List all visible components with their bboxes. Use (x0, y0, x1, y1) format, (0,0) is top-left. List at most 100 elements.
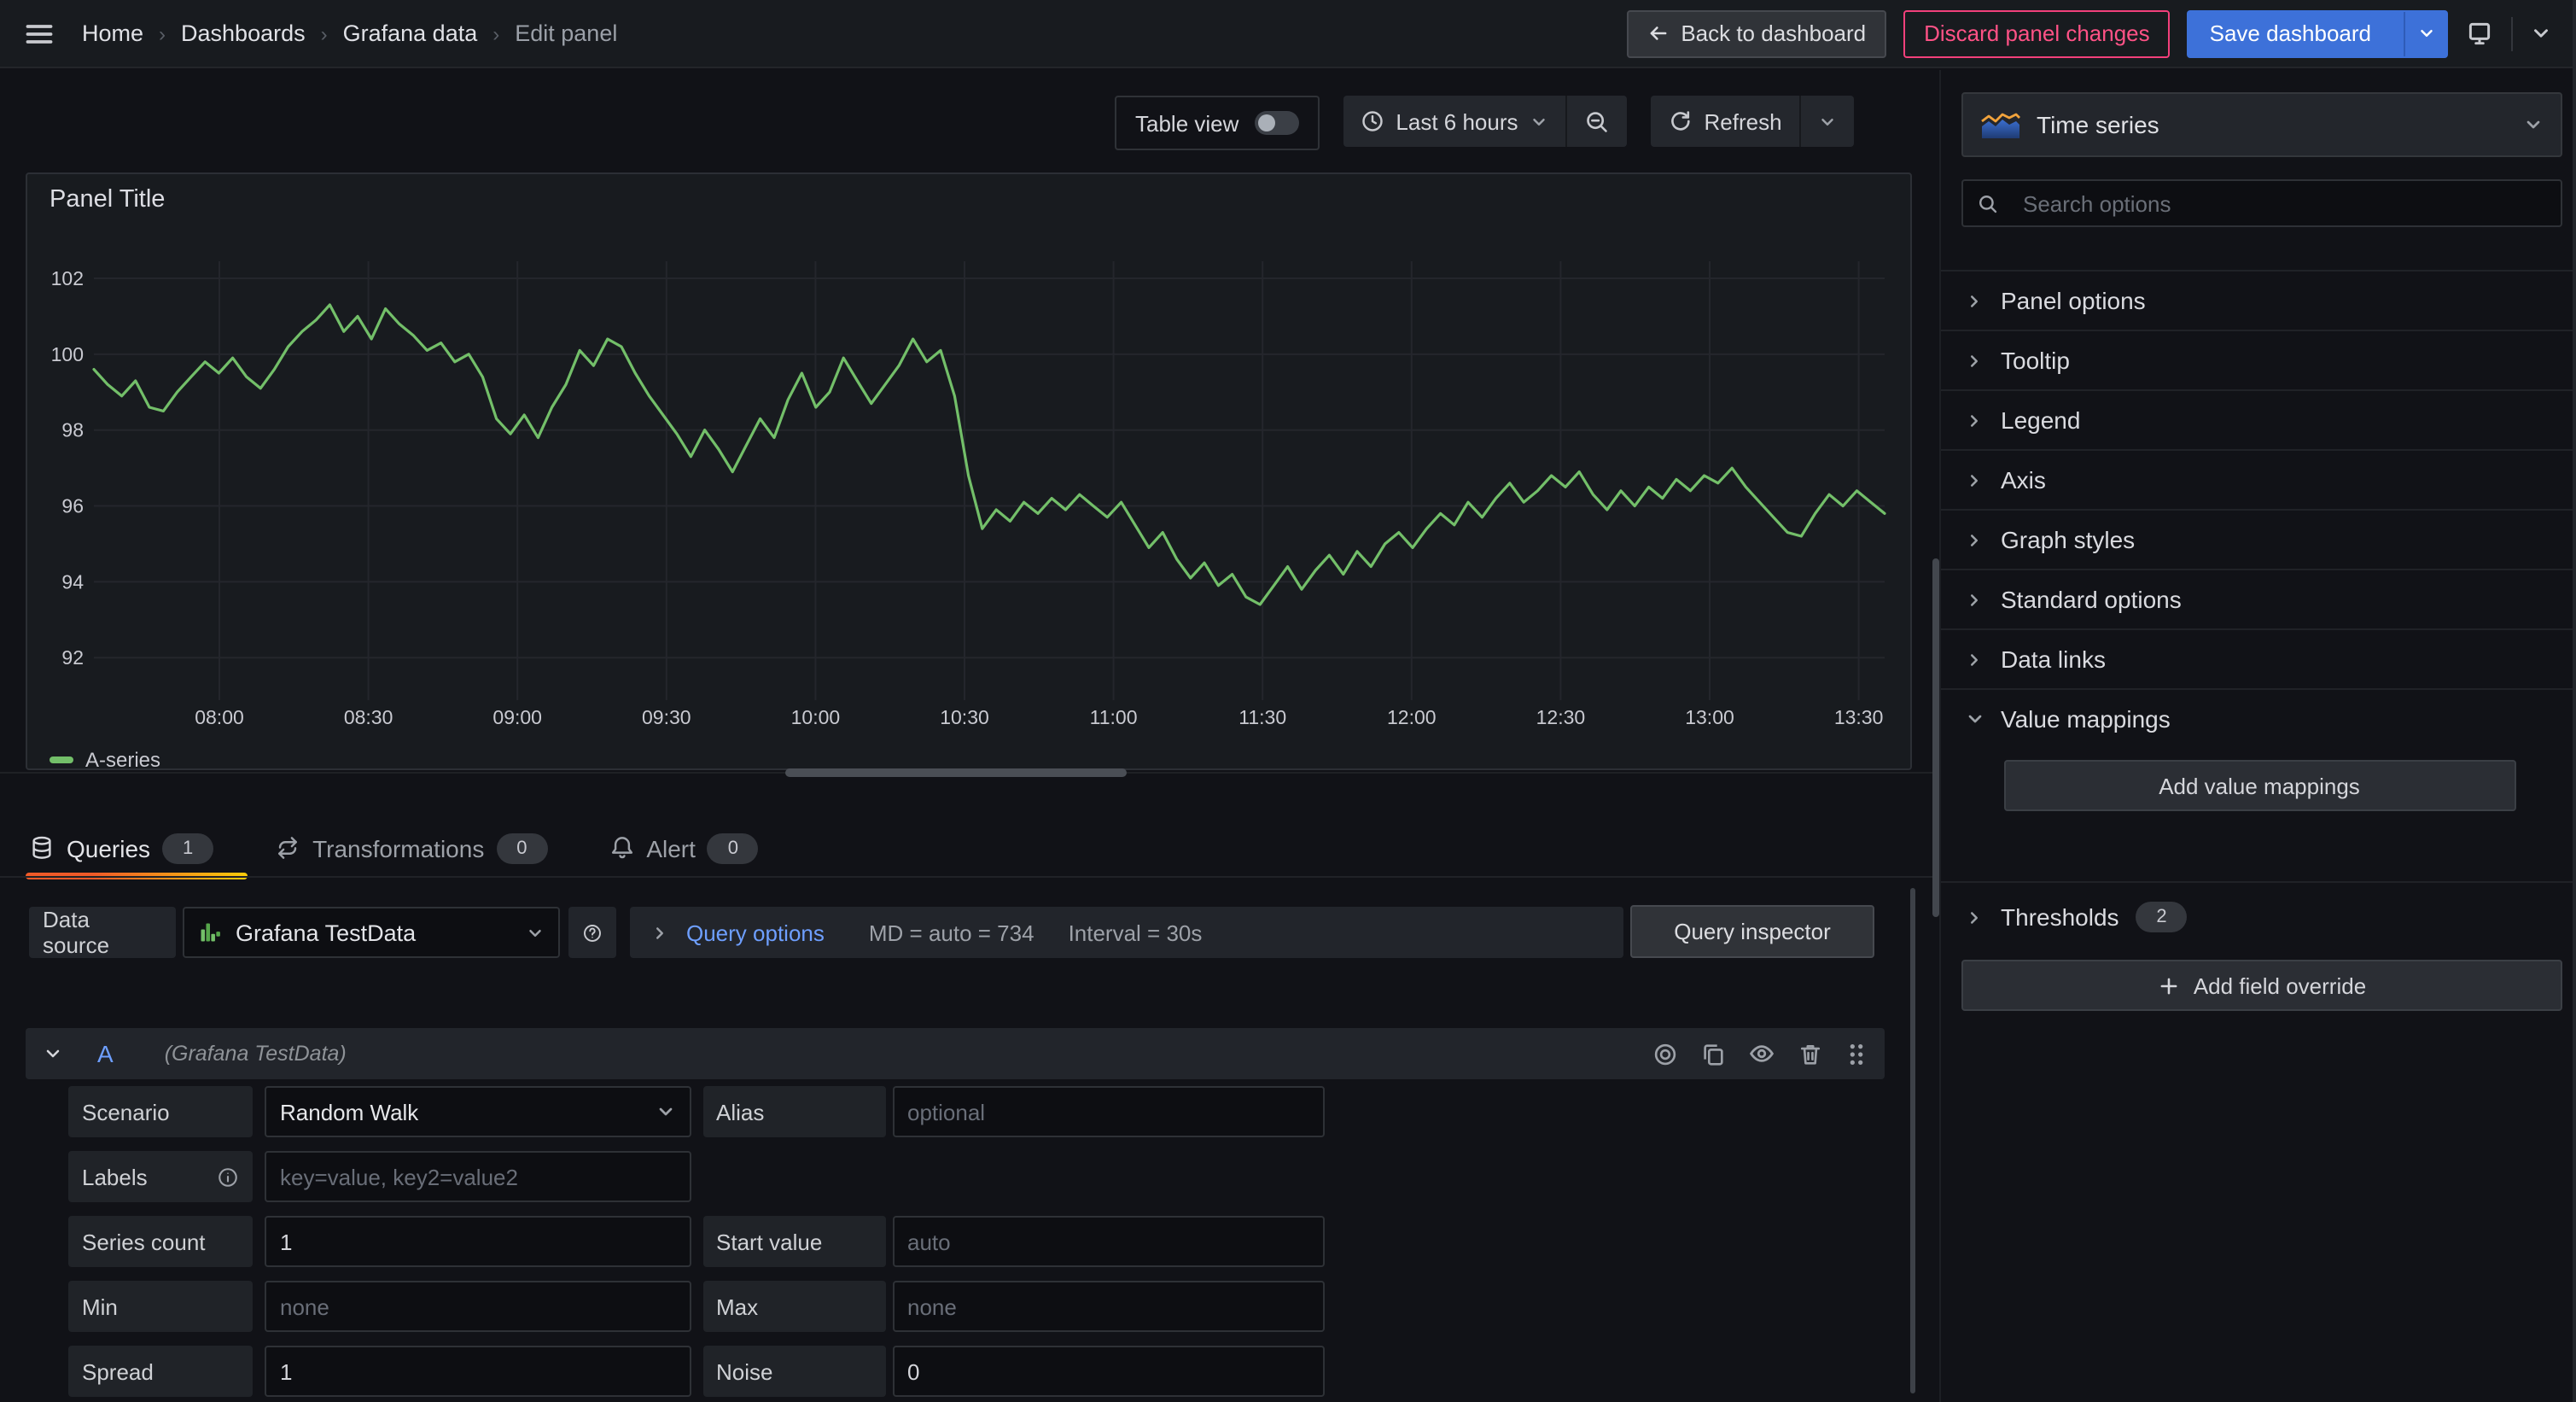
remove-query-trash-icon[interactable] (1798, 1041, 1823, 1066)
monitor-icon[interactable] (2465, 19, 2494, 48)
options-section-thresholds[interactable]: Thresholds2 (1941, 881, 2576, 951)
options-section-panel-options[interactable]: Panel options (1941, 270, 2576, 330)
tab-queries[interactable]: Queries1 (26, 820, 248, 876)
query-form: ScenarioRandom WalkAlias Labels Series cou… (68, 1086, 1366, 1402)
field-input-wrap (892, 1281, 1324, 1332)
time-range-picker[interactable]: Last 6 hours (1343, 96, 1565, 147)
tabs-bottom-border (0, 876, 1939, 878)
svg-text:09:30: 09:30 (642, 706, 691, 728)
field-input-max[interactable] (892, 1281, 1324, 1332)
options-search-input[interactable] (2019, 189, 2547, 218)
query-options-bar[interactable]: Query options MD = auto = 734 Interval =… (630, 907, 1623, 958)
field-label-text: Max (716, 1294, 758, 1319)
query-ref-id[interactable]: A (97, 1040, 114, 1067)
chevron-right-icon (1965, 530, 1985, 549)
svg-text:09:00: 09:00 (492, 706, 542, 728)
save-dashboard-button[interactable]: Save dashboard (2188, 9, 2448, 57)
options-section-tooltip[interactable]: Tooltip (1941, 330, 2576, 389)
zoom-out-time-button[interactable] (1566, 96, 1628, 147)
field-label-text: Spread (82, 1358, 154, 1384)
field-label-max: Max (702, 1281, 885, 1332)
field-label-text: Labels (82, 1164, 148, 1189)
breadcrumb-item-grafana-data[interactable]: Grafana data (343, 20, 478, 46)
options-sections: Panel optionsTooltipLegendAxisGraph styl… (1941, 270, 2576, 951)
field-input-min[interactable] (265, 1281, 691, 1332)
field-input-wrap (892, 1086, 1324, 1137)
top-nav: Home›Dashboards›Grafana data›Edit panel … (0, 0, 2576, 68)
refresh-label: Refresh (1705, 108, 1782, 134)
field-input-start-value[interactable] (892, 1216, 1324, 1267)
discard-panel-changes-button[interactable]: Discard panel changes (1903, 9, 2171, 57)
sidebar-scrollbar-thumb[interactable] (1932, 558, 1939, 917)
breadcrumb-item-dashboards[interactable]: Dashboards (181, 20, 306, 46)
options-section-standard-options[interactable]: Standard options (1941, 569, 2576, 628)
time-range-label: Last 6 hours (1396, 108, 1518, 134)
back-to-dashboard-label: Back to dashboard (1681, 20, 1866, 46)
bell-icon (609, 835, 634, 861)
field-input-spread[interactable] (265, 1346, 691, 1397)
queries-scrollbar-thumb[interactable] (1910, 888, 1915, 1393)
horizontal-scrollbar-thumb[interactable] (785, 768, 1127, 777)
query-datasource-hint: (Grafana TestData) (165, 1042, 347, 1066)
hamburger-menu-icon[interactable] (24, 18, 55, 49)
options-section-axis[interactable]: Axis (1941, 449, 2576, 509)
datasource-help-button[interactable] (568, 907, 616, 958)
refresh-interval-caret[interactable] (1799, 96, 1854, 147)
field-input-wrap (265, 1346, 691, 1397)
disable-query-icon[interactable] (1652, 1041, 1678, 1066)
save-dashboard-caret[interactable] (2404, 11, 2446, 55)
options-section-label: Standard options (2001, 586, 2182, 613)
query-inspector-button[interactable]: Query inspector (1630, 905, 1874, 958)
datasource-picker[interactable]: Grafana TestData (183, 907, 560, 958)
nav-actions: Back to dashboard Discard panel changes … (1626, 9, 2552, 57)
tab-alert[interactable]: Alert0 (605, 820, 793, 876)
svg-text:100: 100 (51, 343, 84, 365)
svg-text:08:30: 08:30 (344, 706, 393, 728)
field-input-wrap (265, 1151, 691, 1202)
process-icon (275, 835, 300, 861)
tab-transformations[interactable]: Transformations0 (271, 820, 581, 876)
table-view-toggle-group[interactable]: Table view (1115, 96, 1319, 150)
options-section-value-mappings[interactable]: Value mappings (1941, 688, 2576, 748)
query-form-row: MinMax (68, 1281, 1366, 1332)
refresh-button[interactable]: Refresh (1652, 96, 1799, 147)
add-field-override-button[interactable]: Add field override (1961, 960, 2562, 1011)
duplicate-query-icon[interactable] (1700, 1041, 1726, 1066)
options-section-legend[interactable]: Legend (1941, 389, 2576, 449)
chevron-right-icon (1965, 351, 1985, 370)
query-options-interval: Interval = 30s (1069, 920, 1203, 945)
field-label-text: Noise (716, 1358, 773, 1384)
query-form-row: Series count Start value (68, 1216, 1366, 1267)
options-section-graph-styles[interactable]: Graph styles (1941, 509, 2576, 569)
svg-text:12:00: 12:00 (1387, 706, 1437, 728)
breadcrumb: Home›Dashboards›Grafana data›Edit panel (82, 20, 617, 46)
options-section-data-links[interactable]: Data links (1941, 628, 2576, 688)
chevron-right-icon (1965, 291, 1985, 310)
table-view-toggle[interactable] (1254, 111, 1298, 135)
drag-query-handle-icon[interactable] (1845, 1041, 1868, 1066)
legend-item[interactable]: A-series (50, 748, 160, 772)
field-input-alias[interactable] (892, 1086, 1324, 1137)
field-select-scenario[interactable]: Random Walk (265, 1086, 691, 1137)
query-row-header[interactable]: A (Grafana TestData) (26, 1028, 1885, 1079)
breadcrumb-item-home[interactable]: Home (82, 20, 143, 46)
query-form-row: ScenarioRandom WalkAlias (68, 1086, 1366, 1137)
hide-response-eye-icon[interactable] (1748, 1040, 1775, 1067)
save-dashboard-label: Save dashboard (2189, 11, 2392, 55)
timeseries-panel[interactable]: Panel Title 1021009896949208:0008:3009:0… (26, 172, 1912, 770)
visualization-picker[interactable]: Time series (1961, 92, 2562, 157)
field-input-wrap (265, 1281, 691, 1332)
collapse-nav-chevron-icon[interactable] (2530, 22, 2552, 44)
breadcrumb-separator: › (492, 21, 499, 45)
add-value-mappings-button[interactable]: Add value mappings (2003, 760, 2515, 811)
field-label-series-count: Series count (68, 1216, 253, 1267)
query-options-label[interactable]: Query options (686, 920, 825, 945)
back-to-dashboard-button[interactable]: Back to dashboard (1626, 9, 1886, 57)
field-label-text: Start value (716, 1229, 822, 1254)
field-input-labels[interactable] (265, 1151, 691, 1202)
chevron-down-icon (1530, 112, 1549, 131)
field-input-series-count[interactable] (265, 1216, 691, 1267)
svg-text:11:30: 11:30 (1238, 706, 1286, 728)
field-input-noise[interactable] (892, 1346, 1324, 1397)
collapse-query-chevron-icon[interactable] (43, 1043, 63, 1064)
